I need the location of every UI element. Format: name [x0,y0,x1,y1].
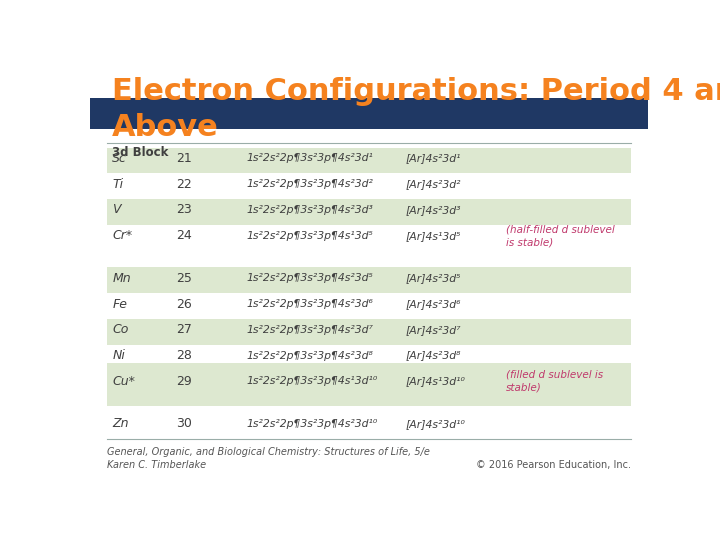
Text: [Ar]4s²3d²: [Ar]4s²3d² [405,179,461,189]
Text: [Ar]4s²3d³: [Ar]4s²3d³ [405,205,461,215]
Text: 21: 21 [176,152,192,165]
Text: 1s²2s²2p¶3s²3p¶4s²3d¹: 1s²2s²2p¶3s²3p¶4s²3d¹ [246,153,373,164]
Text: 1s²2s²2p¶3s²3p¶4s²3d⁸: 1s²2s²2p¶3s²3p¶4s²3d⁸ [246,350,373,361]
Text: [Ar]4s²3d⁶: [Ar]4s²3d⁶ [405,299,461,309]
Text: Cr*: Cr* [112,229,132,242]
Text: [Ar]4s²3d¹⁰: [Ar]4s²3d¹⁰ [405,419,465,429]
Text: Zn: Zn [112,417,129,430]
Text: 1s²2s²2p¶3s²3p¶4s²3d⁷: 1s²2s²2p¶3s²3p¶4s²3d⁷ [246,325,373,335]
Text: 27: 27 [176,323,192,336]
Bar [107,267,631,293]
Text: Ti: Ti [112,178,123,191]
Text: [Ar]4s¹3d⁵: [Ar]4s¹3d⁵ [405,231,461,241]
Text: General, Organic, and Biological Chemistry: Structures of Life, 5/e
Karen C. Tim: General, Organic, and Biological Chemist… [107,447,430,470]
Bar [107,319,631,345]
Text: Fe: Fe [112,298,127,310]
Text: 1s²2s²2p¶3s²3p¶4s¹3d¹⁰: 1s²2s²2p¶3s²3p¶4s¹3d¹⁰ [246,376,377,386]
Text: 3d Block: 3d Block [112,146,168,159]
Text: 1s²2s²2p¶3s²3p¶4s²3d⁶: 1s²2s²2p¶3s²3p¶4s²3d⁶ [246,299,373,309]
Text: 1s²2s²2p¶3s²3p¶4s²3d³: 1s²2s²2p¶3s²3p¶4s²3d³ [246,205,373,215]
Bar [107,199,631,225]
Text: [Ar]4s²3d⁵: [Ar]4s²3d⁵ [405,273,461,284]
Text: (filled d sublevel is
stable): (filled d sublevel is stable) [505,370,603,393]
Text: 28: 28 [176,349,192,362]
Text: 24: 24 [176,229,192,242]
Text: 30: 30 [176,417,192,430]
Text: [Ar]4s¹3d¹⁰: [Ar]4s¹3d¹⁰ [405,376,465,386]
Text: [Ar]4s²3d⁷: [Ar]4s²3d⁷ [405,325,461,335]
Text: 1s²2s²2p¶3s²3p¶4s²3d²: 1s²2s²2p¶3s²3p¶4s²3d² [246,179,373,189]
Text: 26: 26 [176,298,192,310]
Bar [107,363,631,406]
Bar [90,98,648,129]
Bar [107,147,631,173]
Text: 29: 29 [176,375,192,388]
Text: (half-filled d sublevel
is stable): (half-filled d sublevel is stable) [505,224,614,247]
Text: 1s²2s²2p¶3s²3p¶4s¹3d⁵: 1s²2s²2p¶3s²3p¶4s¹3d⁵ [246,231,373,241]
Text: Co: Co [112,323,129,336]
Text: [Ar]4s²3d⁸: [Ar]4s²3d⁸ [405,350,461,361]
Text: Ni: Ni [112,349,125,362]
Text: 1s²2s²2p¶3s²3p¶4s²3d⁵: 1s²2s²2p¶3s²3p¶4s²3d⁵ [246,273,373,284]
Text: 1s²2s²2p¶3s²3p¶4s²3d¹⁰: 1s²2s²2p¶3s²3p¶4s²3d¹⁰ [246,419,377,429]
Text: Mn: Mn [112,272,131,285]
Text: Electron Configurations: Period 4 and
Above: Electron Configurations: Period 4 and Ab… [112,77,720,142]
Text: Cu*: Cu* [112,375,135,388]
Text: 23: 23 [176,204,192,217]
Text: [Ar]4s²3d¹: [Ar]4s²3d¹ [405,153,461,164]
Text: Sc: Sc [112,152,127,165]
Text: 22: 22 [176,178,192,191]
Text: © 2016 Pearson Education, Inc.: © 2016 Pearson Education, Inc. [476,460,631,470]
Text: V: V [112,204,121,217]
Text: 25: 25 [176,272,192,285]
